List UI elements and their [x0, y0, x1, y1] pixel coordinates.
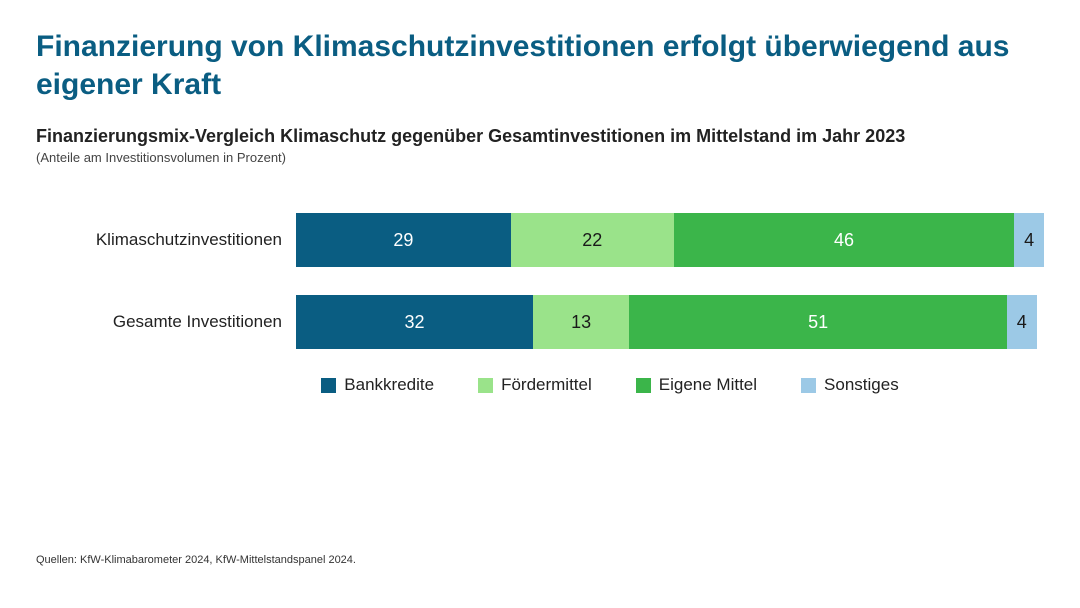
legend-swatch-icon: [321, 378, 336, 393]
page-root: Finanzierung von Klimaschutzinvestitione…: [0, 0, 1080, 608]
stacked-bar-chart: Klimaschutzinvestitionen2922464Gesamte I…: [36, 213, 1044, 349]
chart-subnote: (Anteile am Investitionsvolumen in Proze…: [36, 150, 1044, 165]
stacked-bar: 2922464: [296, 213, 1044, 267]
legend-item-sonstiges: Sonstiges: [801, 375, 899, 395]
legend-label: Eigene Mittel: [659, 375, 757, 395]
legend-item-eigene_mittel: Eigene Mittel: [636, 375, 757, 395]
chart-row: Klimaschutzinvestitionen2922464: [36, 213, 1044, 267]
legend-label: Sonstiges: [824, 375, 899, 395]
row-label: Gesamte Investitionen: [36, 312, 296, 332]
bar-segment-bankkredite: 29: [296, 213, 511, 267]
chart-subtitle: Finanzierungsmix-Vergleich Klimaschutz g…: [36, 125, 1044, 148]
legend-item-foerdermittel: Fördermittel: [478, 375, 592, 395]
chart-row: Gesamte Investitionen3213514: [36, 295, 1044, 349]
stacked-bar: 3213514: [296, 295, 1044, 349]
row-label: Klimaschutzinvestitionen: [36, 230, 296, 250]
legend-item-bankkredite: Bankkredite: [321, 375, 434, 395]
bar-segment-bankkredite: 32: [296, 295, 533, 349]
legend-swatch-icon: [478, 378, 493, 393]
main-title: Finanzierung von Klimaschutzinvestitione…: [36, 28, 1044, 103]
bar-segment-foerdermittel: 13: [533, 295, 629, 349]
legend-label: Fördermittel: [501, 375, 592, 395]
legend-swatch-icon: [636, 378, 651, 393]
legend-swatch-icon: [801, 378, 816, 393]
bar-segment-sonstiges: 4: [1014, 213, 1044, 267]
chart-legend: Bankkredite Fördermittel Eigene Mittel Sons…: [176, 375, 1044, 395]
bar-segment-eigene_mittel: 46: [674, 213, 1015, 267]
chart-sources: Quellen: KfW-Klimabarometer 2024, KfW-Mi…: [36, 554, 356, 566]
bar-segment-foerdermittel: 22: [511, 213, 674, 267]
legend-label: Bankkredite: [344, 375, 434, 395]
bar-segment-sonstiges: 4: [1007, 295, 1037, 349]
bar-segment-eigene_mittel: 51: [629, 295, 1007, 349]
